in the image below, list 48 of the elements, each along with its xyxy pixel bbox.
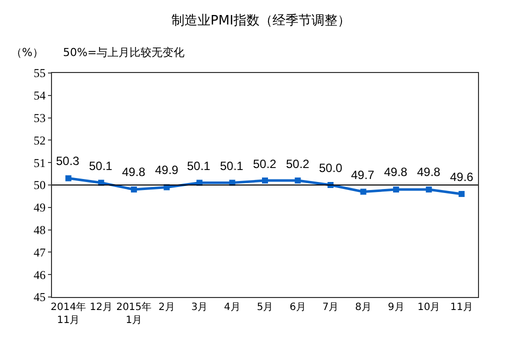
y-tick-label: 45 bbox=[34, 290, 46, 304]
x-tick-label: 4月 bbox=[224, 302, 240, 313]
y-tick-label: 51 bbox=[34, 156, 46, 170]
text: 50%=与上月比较无变化 bbox=[63, 46, 185, 59]
data-label: 50.3 bbox=[56, 154, 80, 168]
y-tick-label: 46 bbox=[34, 268, 46, 282]
x-tick-label: 7月 bbox=[322, 302, 339, 313]
data-label: 50.2 bbox=[253, 157, 277, 171]
x-tick-label: 5月 bbox=[256, 302, 274, 313]
y-tick-label: 55 bbox=[34, 66, 46, 80]
y-tick-label: 47 bbox=[34, 245, 46, 260]
point bbox=[262, 178, 268, 184]
x-tick-label: 3月 bbox=[191, 302, 208, 313]
y-tick-label: 48 bbox=[34, 223, 46, 237]
data-label: 49.6 bbox=[450, 170, 474, 184]
data-label: 49.7 bbox=[351, 168, 375, 182]
x-tick-label: 8月 bbox=[355, 302, 372, 313]
y-tick-label: 49 bbox=[34, 200, 46, 215]
data-label: 50.1 bbox=[187, 159, 211, 173]
x-tick-label: 6月 bbox=[290, 302, 306, 313]
x-tick-label: 11月 bbox=[450, 302, 473, 313]
x-tick-label: 2015年 1月 bbox=[116, 301, 152, 326]
y-tick-label: 54 bbox=[34, 88, 46, 103]
x-tick-label: 2月 bbox=[158, 302, 175, 313]
point bbox=[130, 186, 137, 192]
y-tick-label: 50 bbox=[34, 178, 46, 192]
y-axis-title: （%） bbox=[11, 46, 44, 59]
point bbox=[65, 175, 72, 182]
data-label: 50.0 bbox=[319, 161, 343, 175]
point bbox=[393, 186, 400, 192]
point bbox=[458, 190, 465, 197]
data-label: 50.1 bbox=[89, 159, 113, 173]
y-tick-label: 52 bbox=[34, 133, 46, 148]
x-tick-label: 2014年 11月 bbox=[50, 301, 86, 326]
data-label: 49.8 bbox=[417, 165, 441, 179]
point bbox=[426, 186, 432, 192]
data-label: 49.9 bbox=[155, 163, 179, 177]
x-tick-label: 12月 bbox=[90, 302, 113, 313]
point bbox=[294, 178, 301, 184]
data-label: 50.2 bbox=[286, 157, 310, 171]
data-label: 50.1 bbox=[220, 159, 244, 173]
x-tick-label: 9月 bbox=[388, 302, 404, 313]
x-tick-label: 10月 bbox=[417, 302, 440, 313]
point bbox=[360, 188, 366, 195]
data-label: 49.8 bbox=[122, 165, 146, 179]
data-label: 49.8 bbox=[384, 165, 408, 179]
chart-title: 制造业PMI指数（经季节调整） bbox=[172, 14, 350, 29]
y-tick-label: 53 bbox=[34, 111, 46, 125]
